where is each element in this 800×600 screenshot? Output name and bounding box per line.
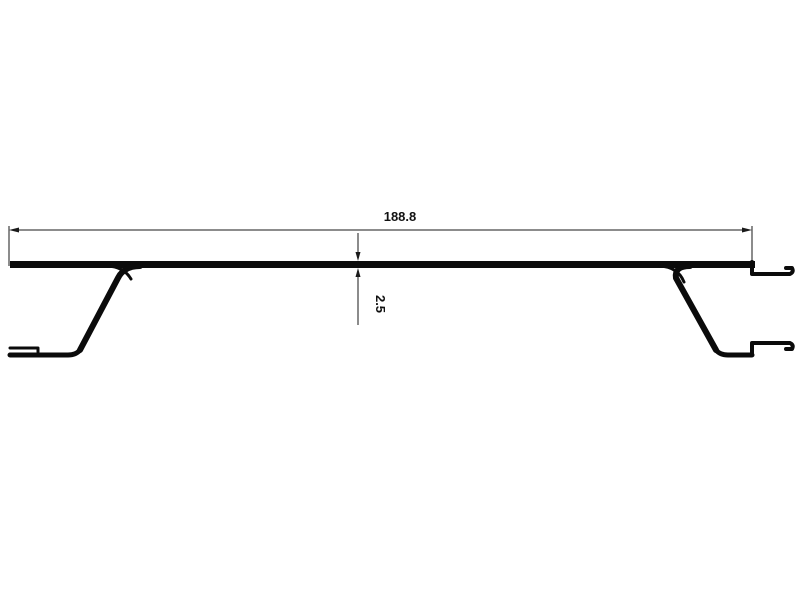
right-leg bbox=[672, 263, 719, 353]
right-bottom-hook bbox=[750, 341, 795, 357]
wall-thickness-dimension: 2.5 bbox=[355, 233, 388, 325]
thickness-arrow-top bbox=[355, 252, 361, 261]
wall-thickness-label: 2.5 bbox=[373, 295, 388, 313]
right-top-hook bbox=[750, 260, 795, 276]
arrowhead-left bbox=[9, 227, 19, 233]
left-top-lip bbox=[10, 263, 40, 268]
left-leg bbox=[77, 263, 143, 353]
arrowhead-right bbox=[742, 227, 752, 233]
right-leg-fillet bbox=[658, 264, 686, 284]
overall-width-dimension: 188.8 bbox=[8, 209, 753, 266]
left-bottom-lip bbox=[8, 346, 40, 354]
thickness-arrow-bottom bbox=[355, 268, 361, 277]
left-leg-fillet bbox=[106, 264, 133, 281]
overall-width-label: 188.8 bbox=[384, 209, 417, 224]
extrusion-profile bbox=[7, 260, 795, 358]
left-bottom-flange bbox=[7, 347, 83, 358]
top-plate bbox=[10, 261, 755, 268]
right-bottom-flange bbox=[713, 347, 755, 358]
